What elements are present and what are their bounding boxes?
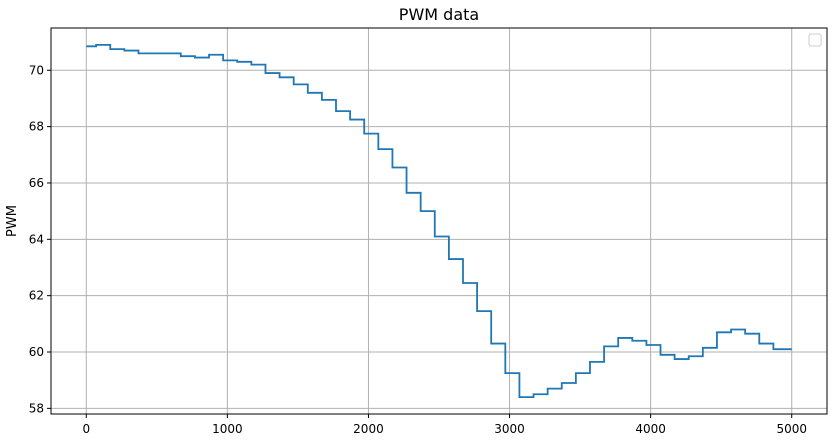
x-tick-label: 2000 — [353, 422, 384, 436]
y-tick-label: 70 — [29, 63, 44, 77]
chart-title: PWM data — [399, 5, 479, 24]
grid-lines — [51, 28, 827, 414]
x-tick-label: 5000 — [776, 422, 807, 436]
plot-frame — [50, 27, 828, 415]
axis-ticks: 0 1000 2000 3000 4000 5000 58 60 62 64 66 68 70 — [29, 63, 807, 436]
y-tick-label: 60 — [29, 345, 44, 359]
legend-box[interactable] — [808, 33, 822, 47]
legend[interactable] — [808, 33, 822, 47]
x-tick-label: 1000 — [212, 422, 243, 436]
y-tick-label: 62 — [29, 289, 44, 303]
x-tick-label: 0 — [82, 422, 90, 436]
pwm-series-line — [86, 44, 792, 398]
y-tick-label: 64 — [29, 232, 44, 246]
y-tick-label: 66 — [29, 176, 44, 190]
x-tick-label: 4000 — [635, 422, 666, 436]
y-axis-label: PWM — [5, 205, 20, 237]
y-tick-label: 68 — [29, 120, 44, 134]
y-tick-label: 58 — [29, 401, 44, 415]
x-tick-label: 3000 — [494, 422, 525, 436]
series-layer — [86, 44, 792, 398]
